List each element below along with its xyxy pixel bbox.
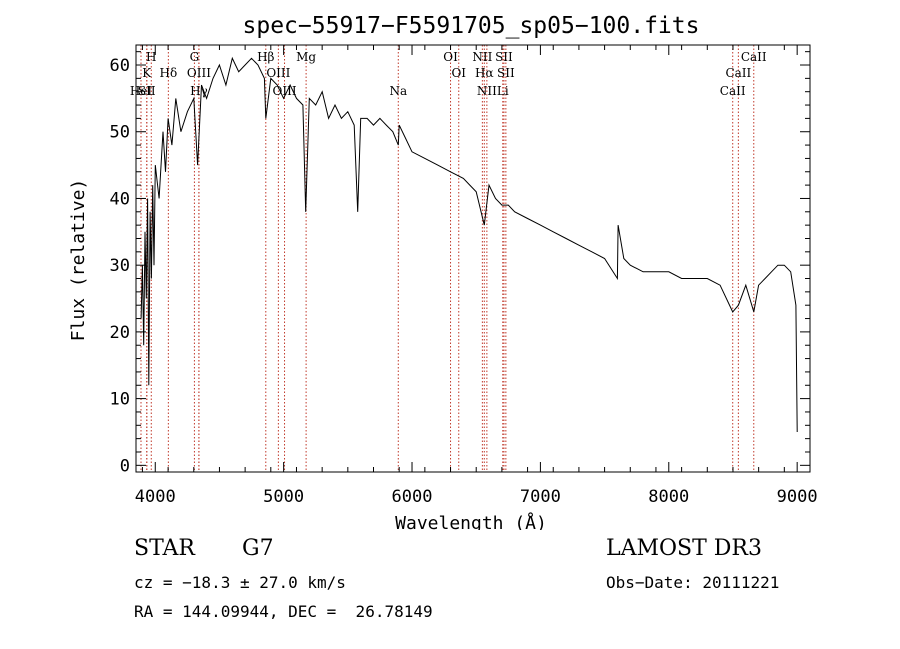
ra-dec-coordinates: RA = 144.09944, DEC = 26.78149 [134, 602, 433, 621]
line-label-23: CaII [741, 50, 767, 64]
y-tick-label-4: 40 [110, 189, 130, 209]
redshift-cz: cz = −18.3 ± 27.0 km/s [134, 573, 346, 592]
y-tick-label-1: 10 [110, 390, 130, 410]
line-label-15: NII [472, 50, 492, 64]
spectral-line-markers [140, 45, 755, 472]
object-subclass: G7 [242, 536, 274, 561]
y-axis-label: Flux (relative) [68, 179, 89, 342]
line-label-17: NII [477, 84, 497, 98]
x-tick-label-3: 7000 [520, 487, 561, 507]
x-tick-label-0: 4000 [135, 487, 176, 507]
line-label-1: K [142, 66, 152, 80]
line-label-19: SII [495, 50, 513, 64]
line-label-20: SII [497, 66, 515, 80]
plot-frame [135, 44, 811, 473]
line-label-12: Na [389, 84, 407, 98]
line-label-21: CaII [720, 84, 746, 98]
line-label-6: OIII [187, 66, 211, 80]
x-tick-label-5: 9000 [777, 487, 818, 507]
x-axis-label: Wavelength (Å) [395, 512, 547, 530]
line-label-16: Hα [475, 66, 494, 80]
flux-series-line [140, 56, 798, 433]
spectral-line-labels: HeIKSIIHHδGOIIIHγHβOIIIOIIIMgNaOIOINIIHα… [130, 50, 767, 98]
line-label-5: G [190, 50, 200, 64]
y-tick-label-0: 0 [120, 456, 130, 476]
y-tick-label-2: 20 [110, 323, 130, 343]
y-tick-label-6: 60 [110, 56, 130, 76]
line-label-2: SII [138, 84, 156, 98]
x-axis-ticks: 4000 5000 6000 7000 8000 9000 [135, 45, 818, 507]
line-label-11: Mg [296, 50, 316, 64]
y-tick-label-5: 50 [110, 123, 130, 143]
y-tick-label-3: 30 [110, 256, 130, 276]
chart-title: spec−55917−F5591705_sp05−100.fits [243, 13, 700, 39]
observation-date: Obs−Date: 20111221 [606, 573, 780, 592]
object-class: STAR [134, 536, 195, 561]
x-tick-label-1: 5000 [263, 487, 304, 507]
line-label-3: H [146, 50, 156, 64]
spectrum-chart: spec−55917−F5591705_sp05−100.fits HeI K SI… [68, 13, 818, 530]
survey-name: LAMOST DR3 [606, 536, 762, 561]
y-axis-ticks: 0 10 20 30 40 50 60 [110, 51, 810, 476]
line-label-13: OI [443, 50, 458, 64]
x-tick-label-4: 8000 [648, 487, 689, 507]
line-label-14: OI [451, 66, 466, 80]
line-label-8: Hβ [257, 50, 274, 64]
line-label-4: Hδ [160, 66, 178, 80]
line-label-22: CaII [725, 66, 751, 80]
x-tick-label-2: 6000 [392, 487, 433, 507]
line-label-18: Li [497, 84, 509, 98]
line-label-9: OIII [266, 66, 290, 80]
line-label-0: HeI [130, 84, 153, 98]
line-label-7: Hγ [190, 84, 208, 98]
